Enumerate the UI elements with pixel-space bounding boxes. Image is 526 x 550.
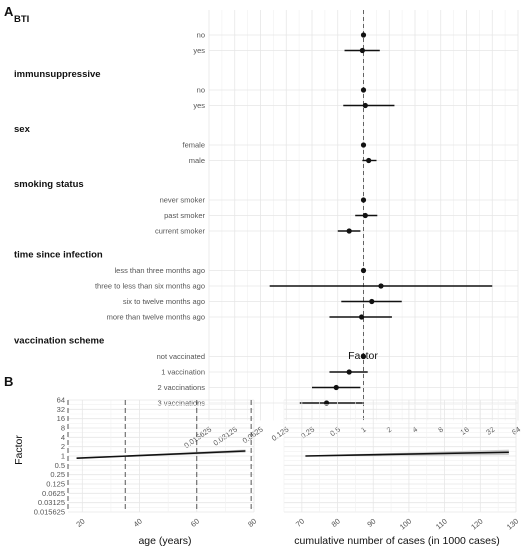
level-label: no	[197, 31, 205, 40]
y-tick-label: 0.0625	[42, 489, 65, 498]
level-label: not vaccinated	[157, 352, 205, 361]
x-tick-label: 0.5	[328, 425, 342, 438]
level-label: yes	[193, 101, 205, 110]
estimate-point	[360, 87, 367, 93]
level-label: male	[189, 156, 205, 165]
age-x-axis-title: age (years)	[138, 535, 191, 547]
estimate-point	[378, 283, 384, 289]
estimate-point	[360, 353, 367, 360]
estimate-point	[362, 102, 368, 109]
estimate-point	[360, 142, 367, 148]
estimate-point	[369, 298, 375, 305]
cases-x-axis-title: cumulative number of cases (in 1000 case…	[294, 535, 499, 547]
x-tick-label: 130	[505, 517, 520, 532]
y-tick-label: 0.015625	[34, 508, 65, 517]
level-label: less than three months ago	[115, 266, 205, 275]
age-effect-plot: 64321684210.50.250.1250.06250.031250.015…	[34, 396, 259, 529]
level-label: 3 vaccinations	[157, 399, 205, 408]
estimate-point	[360, 267, 367, 274]
x-tick-label: 60	[189, 517, 201, 529]
estimate-point	[360, 32, 367, 38]
x-tick-label: 20	[74, 517, 86, 529]
x-tick-label: 100	[398, 517, 413, 532]
x-tick-label: 2	[385, 425, 394, 435]
y-tick-label: 0.125	[46, 480, 65, 489]
estimate-point	[362, 212, 368, 219]
estimate-point	[323, 400, 330, 406]
x-tick-label: 90	[365, 517, 377, 529]
fitted-line	[305, 451, 509, 457]
group-label: sex	[14, 124, 31, 135]
y-tick-label: 4	[61, 433, 65, 442]
level-label: no	[197, 86, 205, 95]
x-tick-label: 120	[469, 517, 484, 532]
y-tick-label: 64	[57, 396, 65, 405]
group-label: vaccination scheme	[14, 336, 104, 347]
level-label: past smoker	[164, 211, 205, 220]
cases-effect-plot: 70 80 90 100 110 120 130	[283, 399, 520, 532]
level-label: six to twelve months ago	[123, 297, 205, 306]
estimate-point	[358, 314, 365, 320]
x-tick-label: 70	[294, 517, 306, 529]
x-tick-label: 110	[434, 517, 449, 532]
x-tick-label: 80	[246, 517, 258, 529]
estimate-point	[346, 369, 352, 375]
x-tick-label: 80	[330, 517, 342, 529]
x-tick-label: 0.125	[270, 425, 291, 443]
y-tick-label: 32	[57, 405, 65, 414]
level-label: 2 vaccinations	[157, 383, 205, 392]
estimate-point	[333, 384, 339, 391]
y-tick-label: 1	[61, 452, 65, 461]
estimate-point	[366, 157, 372, 164]
group-label: immunsuppressive	[14, 69, 101, 80]
y-tick-label: 0.25	[50, 470, 65, 479]
panel-a-letter: A	[4, 4, 14, 19]
level-label: more than twelve months ago	[107, 313, 205, 322]
x-tick-label: 40	[132, 517, 144, 529]
level-label: 1 vaccination	[161, 368, 205, 377]
y-tick-label: 0.5	[55, 461, 65, 470]
x-tick-label: 8	[436, 425, 445, 435]
y-tick-label: 8	[61, 424, 65, 433]
estimate-point	[359, 47, 365, 54]
y-tick-label: 0.03125	[38, 498, 65, 507]
panel-b-y-axis-title: Factor	[13, 435, 25, 465]
forest-plot: BTI no yes immunsuppressive no yes sex female ma…	[14, 10, 522, 450]
level-label: female	[182, 141, 205, 150]
group-label: time since infection	[14, 250, 103, 261]
level-label: three to less than six months ago	[95, 282, 205, 291]
y-tick-label: 16	[57, 414, 65, 423]
x-tick-label: 4	[411, 425, 420, 435]
x-tick-label: 16	[459, 425, 471, 437]
fitted-line	[76, 450, 246, 459]
group-label: smoking status	[14, 179, 84, 190]
y-tick-label: 2	[61, 442, 65, 451]
forest-x-axis-title: Factor	[348, 350, 378, 362]
level-label: current smoker	[155, 227, 206, 236]
estimate-point	[360, 197, 367, 203]
level-label: yes	[193, 46, 205, 55]
level-label: never smoker	[160, 196, 206, 205]
x-tick-label: 32	[484, 425, 496, 437]
panel-b-letter: B	[4, 374, 13, 389]
group-label: BTI	[14, 14, 29, 25]
x-tick-label: 1	[359, 425, 368, 435]
estimate-point	[346, 228, 352, 234]
